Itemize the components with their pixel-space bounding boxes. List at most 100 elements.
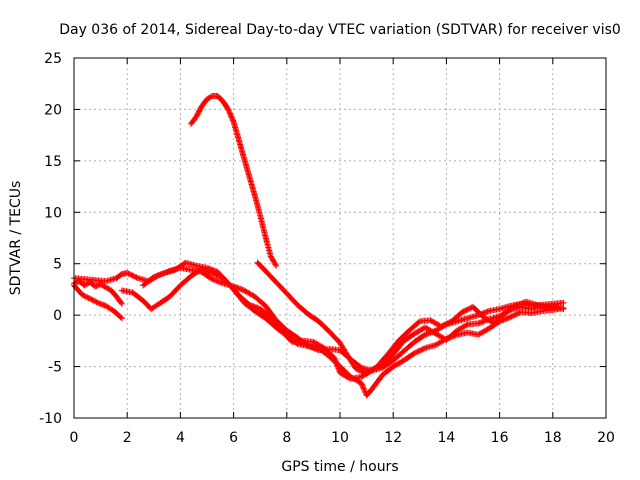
x-axis-label: GPS time / hours [281,459,398,475]
data-trace [109,288,119,299]
data-trace [226,281,241,298]
y-tick-label: 0 [53,308,62,324]
data-trace [149,301,161,312]
data-trace [444,328,459,342]
data-trace [241,157,253,179]
data-trace [215,270,231,286]
y-tick-label: -5 [48,360,62,376]
data-trace [364,364,380,376]
data-trace [82,280,92,288]
x-tick-label: 16 [491,430,509,446]
data-trace [380,352,396,369]
data-trace [311,339,326,351]
data-trace [284,291,300,307]
data-trace [295,302,310,317]
data-point [358,380,365,387]
data-point [560,299,567,306]
series-pass-f [254,259,562,377]
series-pass-e [140,259,567,382]
data-trace [449,310,465,324]
data-point [273,262,280,269]
data-trace [476,326,491,337]
data-trace [104,303,116,314]
data-trace [199,97,210,109]
series-pass-b [71,282,125,322]
data-trace [215,94,225,104]
data-trace [178,274,193,288]
data-trace [316,319,332,334]
data-trace [236,138,247,161]
data-trace [88,296,100,306]
plot-frame [73,57,607,419]
y-tick-label: 25 [44,51,62,67]
series-pass-high [188,93,280,269]
data-trace [439,318,454,329]
data-trace [455,322,470,333]
x-tick-label: 14 [437,430,455,446]
x-tick-label: 10 [331,430,349,446]
data-trace [268,254,279,268]
data-trace [492,311,507,326]
data-trace [262,235,274,259]
data-trace [130,290,145,303]
data-trace [327,329,342,345]
data-trace [167,283,183,299]
data-trace [253,294,268,308]
data-trace [93,281,103,289]
data-trace [112,309,124,321]
data-trace [274,280,289,296]
data-point [124,269,131,276]
data-trace [257,213,269,239]
data-trace [220,99,231,112]
data-trace [345,354,359,371]
data-trace [316,345,332,359]
data-trace [503,303,518,316]
data-trace [385,339,401,357]
data-trace [258,306,273,320]
chart-title: Day 036 of 2014, Sidereal Day-to-day VTE… [59,22,621,38]
data-trace [369,373,385,391]
data-trace [188,114,199,126]
data-trace [253,308,268,321]
data-point [555,303,562,310]
data-trace [306,311,321,324]
data-trace [423,325,438,336]
x-tick-label: 18 [544,430,562,446]
data-point [411,350,418,357]
data-trace [199,269,215,282]
data-trace [391,349,406,363]
y-axis-label: SDTVAR / TECUs [8,181,24,296]
x-tick-label: 2 [123,430,132,446]
data-trace [263,269,279,285]
data-trace [71,283,84,297]
y-tick-label: 10 [44,205,62,221]
x-tick-label: 8 [282,430,291,446]
data-trace [98,282,108,290]
data-point [560,305,567,312]
x-tick-label: 0 [70,430,79,446]
data-trace [114,294,124,306]
data-trace [412,332,427,345]
tick-labels: 0 2 4 6 8 10 12 14 16 18 20 -10 -5 0 5 10 15 20 25 [39,51,615,446]
series-pass-a [71,278,125,307]
x-tick-label: 6 [229,430,238,446]
x-tick-label: 20 [597,430,615,446]
data-trace [246,175,258,198]
data-trace [141,275,156,288]
data-trace [263,316,278,330]
data-point [225,106,232,113]
data-trace [231,120,242,142]
x-tick-label: 12 [384,430,402,446]
data-trace [380,364,396,377]
data-point [118,315,125,322]
data-trace [284,328,300,340]
data-trace [375,352,390,369]
data-trace [396,328,412,343]
data-trace [364,387,375,398]
data-trace [237,293,252,307]
y-tick-label: 5 [53,257,62,273]
data-trace [322,346,337,361]
data-point [118,300,125,307]
data-point [78,291,85,298]
